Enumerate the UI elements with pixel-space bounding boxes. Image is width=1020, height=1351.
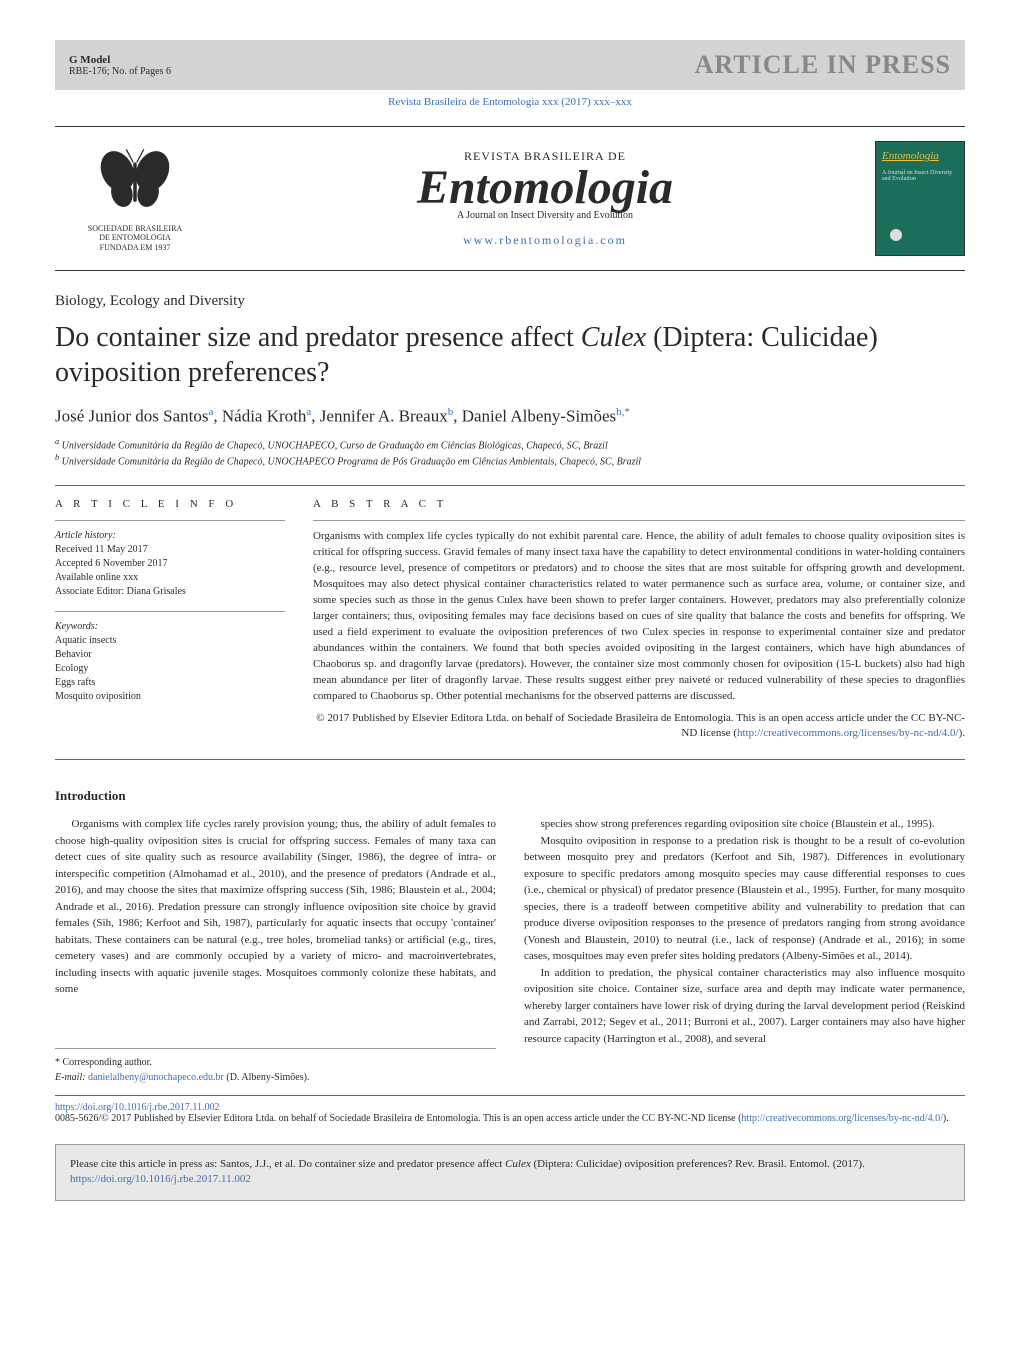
- divider-2: [55, 759, 965, 760]
- top-citation-line[interactable]: Revista Brasileira de Entomologia xxx (2…: [55, 96, 965, 108]
- intro-para-1: Organisms with complex life cycles rarel…: [55, 816, 496, 998]
- abstract-column: A B S T R A C T Organisms with complex l…: [313, 498, 965, 741]
- cover-subtitle: A Journal on Insect Diversity and Evolut…: [876, 170, 964, 182]
- cover-insect-icon: [886, 225, 906, 245]
- doi-close: ).: [943, 1113, 949, 1124]
- society-name: SOCIEDADE BRASILEIRA DE ENTOMOLOGIA FUND…: [55, 224, 215, 253]
- abstract-heading: A B S T R A C T: [313, 498, 965, 510]
- affiliation: b Universidade Comunitária da Região de …: [55, 453, 965, 467]
- journal-header: SOCIEDADE BRASILEIRA DE ENTOMOLOGIA FUND…: [55, 126, 965, 271]
- body-text-columns: Organisms with complex life cycles rarel…: [55, 816, 965, 1085]
- cite-italic: Culex: [505, 1158, 531, 1170]
- doi-text: 0085-5626/© 2017 Published by Elsevier E…: [55, 1113, 741, 1124]
- article-in-press-banner: ARTICLE IN PRESS: [695, 50, 951, 80]
- cite-middle: (Diptera: Culicidae) oviposition prefere…: [531, 1158, 865, 1170]
- divider: [55, 485, 965, 486]
- history-received: Received 11 May 2017: [55, 544, 148, 555]
- cite-doi-link[interactable]: https://doi.org/10.1016/j.rbe.2017.11.00…: [70, 1173, 251, 1185]
- journal-cover-thumbnail: Entomologia A Journal on Insect Diversit…: [875, 141, 965, 256]
- author-email-link[interactable]: danielalbeny@unochapeco.edu.br: [88, 1072, 224, 1083]
- butterfly-logo-icon: [90, 145, 180, 215]
- society-line-1: SOCIEDADE BRASILEIRA: [55, 224, 215, 234]
- intro-para-4: In addition to predation, the physical c…: [524, 965, 965, 1048]
- journal-url-link[interactable]: www.rbentomologia.com: [215, 233, 875, 248]
- keyword-4: Eggs rafts: [55, 677, 95, 688]
- abstract-divider: [313, 520, 965, 521]
- journal-subtitle: A Journal on Insect Diversity and Evolut…: [215, 210, 875, 221]
- introduction-section: Introduction Organisms with complex life…: [55, 788, 965, 1085]
- article-info-heading: A R T I C L E I N F O: [55, 498, 285, 510]
- gmodel-label: G Model: [69, 54, 171, 66]
- history-online: Available online xxx: [55, 572, 138, 583]
- citation-footer-box: Please cite this article in press as: Sa…: [55, 1144, 965, 1201]
- keywords-label: Keywords:: [55, 621, 98, 632]
- affiliation: a Universidade Comunitária da Região de …: [55, 437, 965, 451]
- license-link[interactable]: http://creativecommons.org/licenses/by-n…: [737, 727, 959, 739]
- intro-para-3: Mosquito oviposition in response to a pr…: [524, 833, 965, 965]
- society-line-2: DE ENTOMOLOGIA: [55, 233, 215, 243]
- keywords-block: Keywords: Aquatic insects Behavior Ecolo…: [55, 620, 285, 704]
- header-strip: G Model RBE-176; No. of Pages 6 ARTICLE …: [55, 40, 965, 90]
- doi-license-link[interactable]: http://creativecommons.org/licenses/by-n…: [741, 1113, 942, 1124]
- abstract-text: Organisms with complex life cycles typic…: [313, 529, 965, 704]
- history-label: Article history:: [55, 530, 116, 541]
- keyword-5: Mosquito oviposition: [55, 691, 141, 702]
- cover-title: Entomologia: [876, 142, 964, 170]
- journal-title: Entomologia: [215, 166, 875, 209]
- article-history-block: Article history: Received 11 May 2017 Ac…: [55, 529, 285, 599]
- affiliation-list: a Universidade Comunitária da Região de …: [55, 437, 965, 468]
- article-info-column: A R T I C L E I N F O Article history: R…: [55, 498, 285, 741]
- article-title: Do container size and predator presence …: [55, 320, 965, 390]
- society-line-3: FUNDADA EM 1937: [55, 243, 215, 253]
- keyword-1: Aquatic insects: [55, 635, 116, 646]
- history-accepted: Accepted 6 November 2017: [55, 558, 167, 569]
- copyright-close: ).: [959, 727, 965, 739]
- email-label: E-mail:: [55, 1072, 86, 1083]
- info-divider-2: [55, 611, 285, 612]
- gmodel-ref: RBE-176; No. of Pages 6: [69, 66, 171, 77]
- doi-link[interactable]: https://doi.org/10.1016/j.rbe.2017.11.00…: [55, 1102, 965, 1113]
- author-list: José Junior dos Santosa, Nádia Krotha, J…: [55, 406, 965, 427]
- keyword-3: Ecology: [55, 663, 88, 674]
- info-abstract-row: A R T I C L E I N F O Article history: R…: [55, 498, 965, 741]
- society-logo-box: SOCIEDADE BRASILEIRA DE ENTOMOLOGIA FUND…: [55, 145, 215, 253]
- corr-author-label: * Corresponding author.: [55, 1055, 496, 1070]
- corresponding-author-footnote: * Corresponding author. E-mail: danielal…: [55, 1048, 496, 1085]
- corr-author-email-line: E-mail: danielalbeny@unochapeco.edu.br (…: [55, 1070, 496, 1085]
- journal-title-block: REVISTA BRASILEIRA DE Entomologia A Jour…: [215, 149, 875, 247]
- gmodel-block: G Model RBE-176; No. of Pages 6: [69, 54, 171, 77]
- cite-prefix: Please cite this article in press as: Sa…: [70, 1158, 505, 1170]
- info-divider: [55, 520, 285, 521]
- email-suffix: (D. Albeny-Simões).: [224, 1072, 310, 1083]
- keyword-2: Behavior: [55, 649, 92, 660]
- doi-footer-block: https://doi.org/10.1016/j.rbe.2017.11.00…: [55, 1095, 965, 1124]
- intro-para-2: species show strong preferences regardin…: [524, 816, 965, 833]
- introduction-heading: Introduction: [55, 788, 965, 804]
- abstract-copyright: © 2017 Published by Elsevier Editora Ltd…: [313, 711, 965, 742]
- history-editor: Associate Editor: Diana Grisales: [55, 586, 186, 597]
- article-section-label: Biology, Ecology and Diversity: [55, 293, 965, 310]
- doi-license-line: 0085-5626/© 2017 Published by Elsevier E…: [55, 1113, 965, 1124]
